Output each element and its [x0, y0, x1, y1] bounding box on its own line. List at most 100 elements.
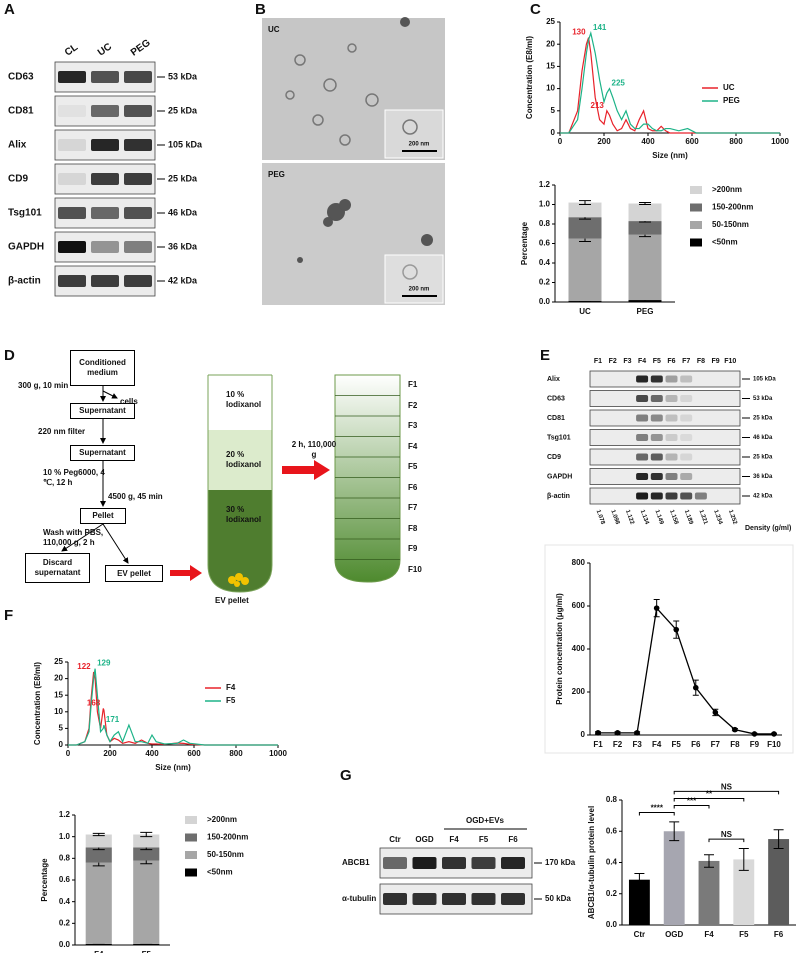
- blot-strip: [589, 370, 741, 388]
- peak-annotation: 141: [593, 23, 607, 32]
- tube: [207, 375, 273, 593]
- size-label: 53 kDa: [753, 396, 773, 402]
- size-label: 36 kDa: [753, 474, 773, 480]
- protein-label: CD9: [8, 174, 28, 185]
- flow-arrows: [61, 386, 129, 564]
- density-label: 1.122: [624, 509, 635, 526]
- lane-label: F6: [508, 835, 518, 844]
- step-box: EV pellet: [105, 565, 163, 582]
- blot-band: [124, 105, 152, 117]
- x-tick-label: F5: [739, 930, 749, 939]
- legend-label: F4: [226, 683, 236, 692]
- significance-label: **: [706, 790, 713, 799]
- blot-strip: [589, 448, 741, 466]
- x-tick-label: F4: [94, 950, 104, 953]
- legend-label: 150-200nm: [712, 203, 753, 212]
- x-tick-label: F2: [613, 740, 623, 749]
- step-box: Conditioned medium: [70, 350, 135, 386]
- data-point: [732, 726, 738, 733]
- blot-band: [58, 105, 86, 117]
- y-tick-label: 0.4: [59, 897, 71, 906]
- y-tick-label: 20: [546, 39, 555, 48]
- bar: [663, 831, 685, 925]
- blot-band: [91, 275, 119, 287]
- y-tick-label: 0.0: [606, 920, 618, 929]
- blot-band: [650, 453, 663, 461]
- protein-label: β-actin: [8, 276, 41, 287]
- blot-band: [124, 173, 152, 185]
- fraction-label: F10: [408, 564, 422, 574]
- fraction-label: F7: [408, 503, 418, 512]
- bar-segment: [628, 234, 662, 301]
- blot-band: [694, 492, 707, 500]
- x-tick-label: F4: [652, 740, 662, 749]
- tem-vesicle: [402, 119, 418, 135]
- y-tick-label: 600: [572, 601, 586, 610]
- x-tick-label: 400: [641, 137, 655, 146]
- significance-label: ***: [687, 797, 697, 806]
- density-axis-label: Density (g/ml): [745, 525, 791, 532]
- legend-swatch: [690, 221, 702, 229]
- protein-label: Alix: [547, 376, 560, 383]
- data-point: [595, 730, 601, 736]
- lane-label: PEG: [129, 37, 153, 58]
- x-tick-label: 200: [597, 137, 611, 146]
- protein-label: CD9: [547, 454, 561, 461]
- blot-band: [58, 173, 86, 185]
- y-tick-label: 0.4: [606, 858, 618, 867]
- bar-segment: [133, 834, 160, 848]
- panel-letter: F: [4, 607, 13, 624]
- lane-label: F1: [594, 358, 602, 365]
- fraction-label: F1: [408, 380, 418, 389]
- y-axis-label: Percentage: [520, 221, 529, 265]
- blot-band: [124, 275, 152, 287]
- legend-swatch: [690, 238, 702, 247]
- protein-label: GAPDH: [547, 473, 572, 480]
- x-tick-label: F6: [691, 740, 701, 749]
- y-tick-label: 0.6: [59, 875, 71, 884]
- series-line: [68, 668, 278, 746]
- step-box: Pellet: [80, 508, 126, 524]
- error-bar: [704, 854, 714, 868]
- size-label: 46 kDa: [168, 207, 198, 217]
- x-tick-label: 200: [103, 749, 117, 758]
- x-tick-label: 0: [66, 749, 71, 758]
- blot-band: [58, 275, 86, 287]
- x-tick-label: F3: [632, 740, 642, 749]
- size-label: 25 kDa: [168, 105, 198, 115]
- blot-band: [58, 139, 86, 151]
- density-label: 1.221: [698, 509, 709, 526]
- protein-label: Tsg101: [8, 208, 42, 219]
- y-tick-label: 400: [572, 644, 586, 653]
- significance-bracket: [708, 838, 745, 843]
- blot-strip: [589, 429, 741, 446]
- lane-label: F7: [682, 358, 690, 365]
- significance-bracket: [673, 797, 745, 802]
- x-tick-label: 800: [229, 749, 243, 758]
- peak-annotation: 213: [591, 101, 605, 110]
- y-tick-label: 1.0: [539, 200, 551, 209]
- density-label: 1.149: [653, 509, 664, 526]
- legend-swatch: [185, 833, 197, 842]
- bar-segment: [133, 860, 160, 944]
- protein-label: β-actin: [547, 493, 570, 500]
- blot-band: [412, 857, 437, 869]
- bar: [768, 839, 790, 925]
- protein-label: Alix: [8, 140, 27, 151]
- blot-band: [501, 893, 525, 905]
- y-tick-label: 0.8: [539, 219, 551, 228]
- fraction-label: F5: [408, 462, 418, 471]
- size-label: 105 kDa: [753, 377, 776, 383]
- blot-band: [58, 207, 86, 219]
- significance-bracket: [673, 804, 710, 809]
- lane-label: F10: [724, 358, 736, 365]
- tem-label: PEG: [268, 170, 285, 179]
- blot-band: [680, 375, 693, 383]
- y-tick-label: 1.2: [59, 810, 71, 819]
- bar-segment: [85, 847, 112, 863]
- data-point: [614, 730, 621, 736]
- y-tick-label: 800: [572, 558, 586, 567]
- protein-label: α-tubulin: [342, 894, 376, 903]
- y-tick-label: 1.2: [539, 180, 551, 189]
